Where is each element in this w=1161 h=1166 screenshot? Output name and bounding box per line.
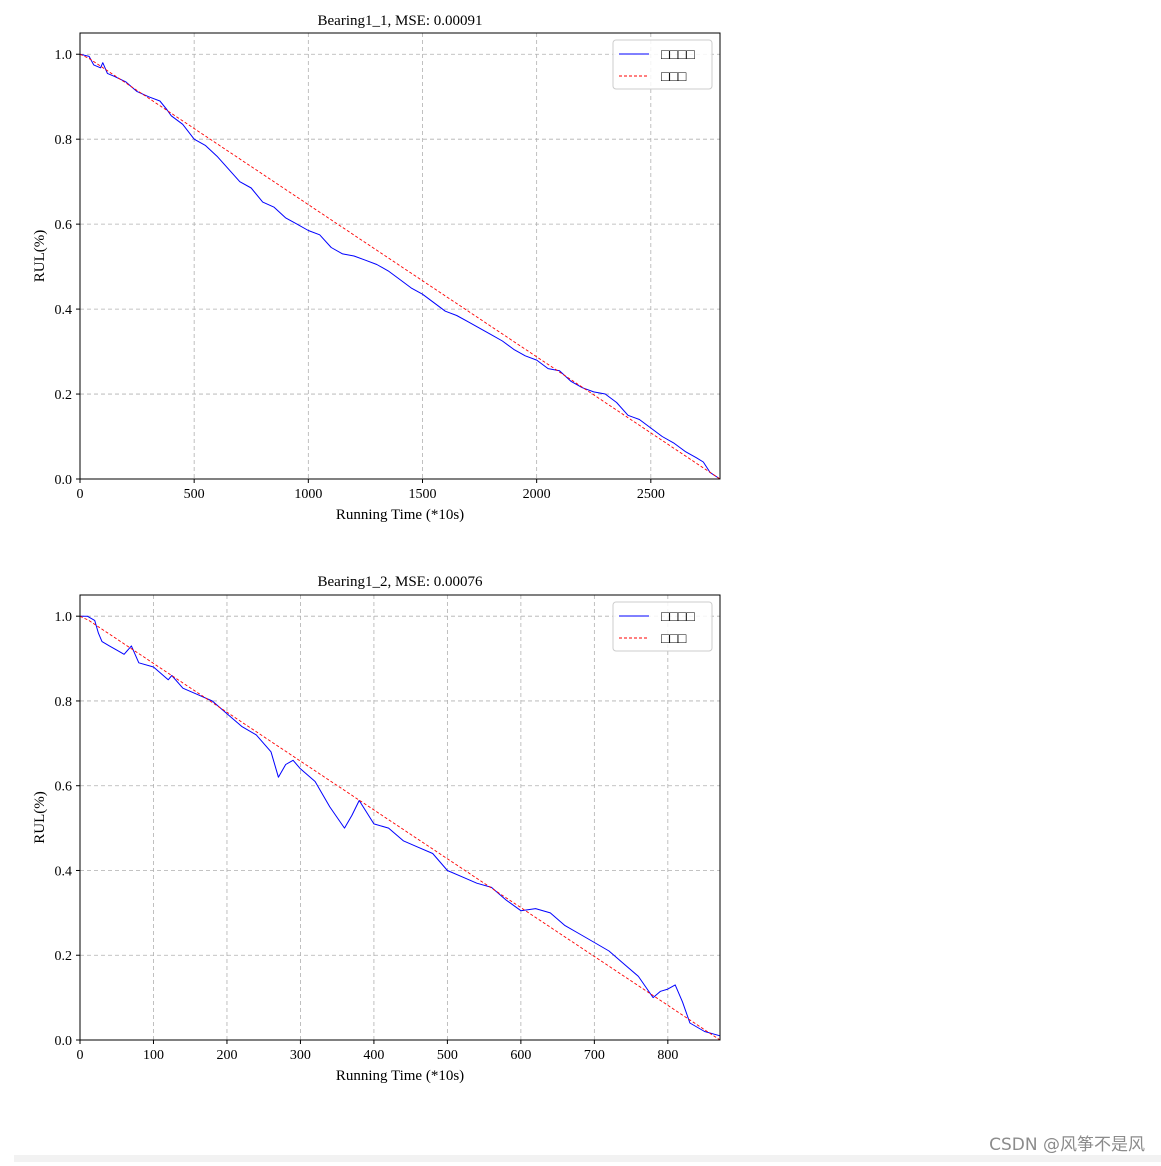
series-line-predicted	[80, 615, 721, 1037]
legend: □□□□□□□	[612, 39, 713, 90]
x-tick-label: 100	[143, 1048, 164, 1063]
y-axis-label: RUL(%)	[32, 230, 48, 283]
legend-box	[612, 601, 713, 652]
series-line-predicted	[79, 53, 721, 480]
x-tick-label: 2000	[523, 487, 551, 502]
y-tick-label: 0.4	[55, 864, 73, 879]
series-line-actual	[79, 53, 721, 480]
x-tick-label: 300	[290, 1048, 311, 1063]
x-tick-label: 2500	[637, 487, 665, 502]
x-tick-label: 1500	[408, 487, 436, 502]
x-tick-label: 700	[584, 1048, 605, 1063]
x-axis-label: Running Time (*10s)	[336, 1068, 464, 1084]
plot-frame	[79, 594, 721, 1041]
x-tick-label: 0	[77, 487, 84, 502]
y-tick-label: 0.6	[55, 218, 73, 233]
x-axis-label: Running Time (*10s)	[336, 507, 464, 523]
y-tick-label: 0.2	[55, 949, 73, 964]
legend-label-predicted: □□□□	[661, 610, 695, 625]
legend-label-predicted: □□□□	[661, 48, 695, 63]
y-tick-label: 0.8	[55, 133, 73, 148]
y-tick-label: 0.0	[55, 1034, 73, 1049]
y-tick-label: 1.0	[55, 610, 73, 625]
x-tick-label: 800	[657, 1048, 678, 1063]
y-tick-label: 0.6	[55, 780, 73, 795]
x-tick-label: 500	[437, 1048, 458, 1063]
y-tick-label: 0.2	[55, 388, 73, 403]
x-tick-label: 0	[77, 1048, 84, 1063]
y-tick-label: 1.0	[55, 48, 73, 63]
x-tick-label: 200	[216, 1048, 237, 1063]
plot-frame	[79, 32, 721, 480]
chart-2: 0 100 200 300 400 500 600 700 800 0.0 0.2 0.4 0.6 0.8…	[32, 574, 721, 1084]
x-tick-label: 1000	[294, 487, 322, 502]
legend-label-actual: □□□	[661, 632, 687, 647]
legend-box	[612, 39, 713, 90]
y-tick-label: 0.8	[55, 695, 73, 710]
y-tick-label: 0.4	[55, 303, 73, 318]
watermark: CSDN @风筝不是风	[989, 1135, 1145, 1155]
x-tick-label: 600	[510, 1048, 531, 1063]
y-tick-label: 0.0	[55, 473, 73, 488]
series-line-actual	[79, 615, 721, 1041]
x-tick-label: 400	[363, 1048, 384, 1063]
chart-title: Bearing1_2, MSE: 0.00076	[318, 574, 483, 590]
legend-label-actual: □□□	[661, 70, 687, 85]
y-axis-label: RUL(%)	[32, 791, 48, 844]
bottom-strip	[14, 1155, 1161, 1162]
chart-1: 0 500 1000 1500 2000 2500 0.0 0.2 0.4 0.6 0.8 1.0 Be…	[32, 13, 721, 523]
legend: □□□□□□□	[612, 601, 713, 652]
chart-title: Bearing1_1, MSE: 0.00091	[318, 13, 483, 29]
x-tick-label: 500	[184, 487, 205, 502]
